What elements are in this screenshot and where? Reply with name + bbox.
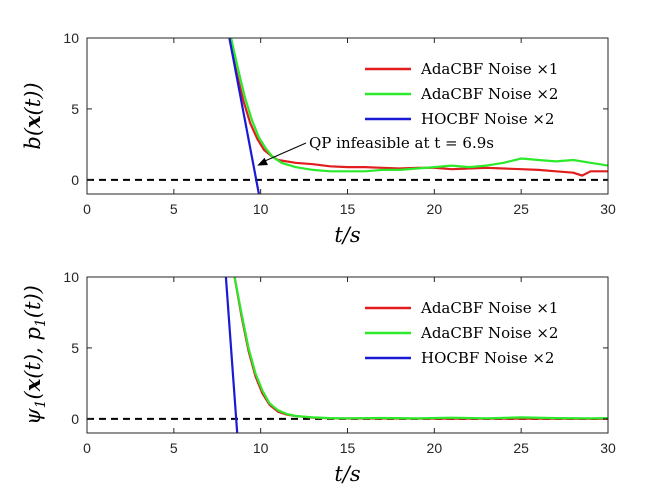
y-tick-label: 5 [71,340,79,356]
y-axis-label: ψ1(x(t), p1(t)) [20,285,49,425]
legend-entry-3: HOCBF Noise ×2 [421,349,554,367]
x-tick-label: 20 [427,440,443,456]
y-axis-label: b(x(t)) [20,82,45,149]
x-tick-label: 30 [600,440,616,456]
annotation-arrow-head [257,157,268,166]
legend-entry-2: AdaCBF Noise ×2 [420,324,558,342]
series-line-1 [228,38,608,177]
legend-entry-1: AdaCBF Noise ×1 [420,60,558,78]
plot-area [87,277,608,433]
y-tick-label: 0 [71,172,79,188]
annotation-text: QP infeasible at t = 6.9s [309,134,494,152]
legend: AdaCBF Noise ×1 AdaCBF Noise ×2 HOCBF Nois… [365,60,558,128]
x-tick-label: 10 [253,440,269,456]
x-tick-label: 0 [83,201,91,217]
x-tick-label: 20 [427,201,443,217]
x-tick-label: 10 [253,201,269,217]
y-tick-label: 10 [63,269,79,285]
x-tick-label: 25 [513,440,529,456]
x-tick-label: 0 [83,440,91,456]
series-group [228,38,608,194]
x-tick-label: 5 [170,201,178,217]
y-tick-label: 5 [71,101,79,117]
series-line-3 [228,38,260,194]
legend-entry-1: AdaCBF Noise ×1 [420,299,558,317]
legend-entry-2: AdaCBF Noise ×2 [420,85,558,103]
x-tick-label: 15 [340,440,356,456]
x-tick-label: 5 [170,440,178,456]
subplot-2: 0 5 10 15 20 25 30 0 5 10 t/s ψ1(x(t), p1(t)) AdaCBF… [20,269,616,486]
x-tick-label: 30 [600,201,616,217]
series-line-2 [230,38,608,173]
legend-entry-3: HOCBF Noise ×2 [421,110,554,128]
x-axis-label: t/s [334,462,361,486]
y-tick-label: 10 [63,30,79,46]
y-tick-label: 0 [71,411,79,427]
annotation-arrow-line [260,142,307,164]
legend: AdaCBF Noise ×1 AdaCBF Noise ×2 HOCBF Nois… [365,299,558,367]
series-line-3 [224,277,239,433]
x-axis-label: t/s [334,223,361,247]
series-group [224,277,608,433]
x-tick-label: 25 [513,201,529,217]
x-tick-label: 15 [340,201,356,217]
subplot-1: 0 5 10 15 20 25 30 0 5 10 t/s b(x(t)) AdaCBF Noise ×… [20,30,616,247]
series-line-2 [233,277,608,420]
